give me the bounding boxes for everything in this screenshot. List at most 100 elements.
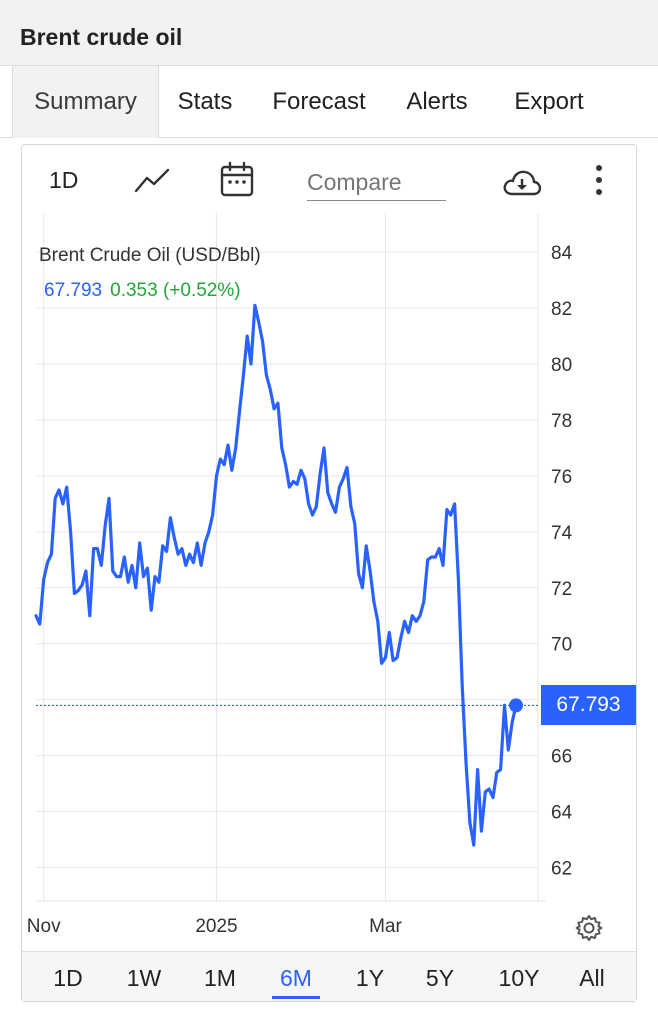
y-tick-label: 66 xyxy=(551,747,572,768)
data-point xyxy=(365,545,368,547)
data-point xyxy=(104,525,106,528)
data-point xyxy=(288,486,291,488)
data-point xyxy=(419,614,421,617)
data-point xyxy=(261,340,264,343)
range-5y[interactable]: 5Y xyxy=(425,965,455,991)
data-point xyxy=(188,553,191,556)
data-point xyxy=(396,656,398,659)
data-point xyxy=(323,447,325,449)
data-point xyxy=(434,556,437,558)
data-point xyxy=(315,505,318,508)
range-selector: 1D 1W 1M 6M 1Y 5Y 10Y All xyxy=(22,951,636,1001)
data-point xyxy=(150,609,152,611)
range-10y[interactable]: 10Y xyxy=(498,965,540,991)
tab-forecast[interactable]: Forecast xyxy=(272,88,366,115)
data-point xyxy=(54,497,56,500)
y-tick-label: 78 xyxy=(551,411,572,432)
data-point xyxy=(411,614,414,617)
data-point xyxy=(242,374,245,377)
y-tick-label: 74 xyxy=(551,523,573,544)
more-vertical-icon[interactable] xyxy=(592,163,606,197)
data-point xyxy=(92,547,95,550)
x-tick-label: Nov xyxy=(27,916,61,937)
data-point xyxy=(438,547,441,550)
price-chart[interactable]: 62 64 66 70 72 74 76 78 80 82 84 Nov 2025 Mar xyxy=(22,145,638,951)
data-point xyxy=(388,631,391,634)
data-point xyxy=(246,335,248,337)
range-all[interactable]: All xyxy=(579,965,605,991)
data-point xyxy=(62,503,64,505)
data-point xyxy=(46,561,49,564)
tab-stats[interactable]: Stats xyxy=(177,88,233,115)
range-1w[interactable]: 1W xyxy=(126,965,162,991)
data-point xyxy=(442,564,444,567)
data-point xyxy=(392,659,394,662)
y-axis-ticks: 62 64 66 70 72 74 76 78 80 82 84 xyxy=(551,243,573,879)
interval-button[interactable]: 1D xyxy=(49,167,79,193)
y-tick-label: 64 xyxy=(551,803,573,824)
compare-input[interactable] xyxy=(307,159,446,201)
data-point xyxy=(453,503,456,505)
data-point xyxy=(469,821,471,824)
data-point xyxy=(507,749,510,751)
data-point xyxy=(476,768,479,771)
cloud-download-icon[interactable] xyxy=(502,167,542,197)
tab-summary[interactable]: Summary xyxy=(12,66,159,138)
last-price-label: 67.793 xyxy=(541,685,636,726)
data-point xyxy=(208,531,210,533)
data-point xyxy=(446,508,448,511)
tab-export[interactable]: Export xyxy=(514,88,584,115)
data-point xyxy=(96,547,99,550)
y-tick-label: 84 xyxy=(551,243,573,264)
data-point xyxy=(277,402,279,404)
range-1d[interactable]: 1D xyxy=(53,965,83,991)
data-point xyxy=(357,572,360,575)
data-point xyxy=(77,589,80,592)
data-point xyxy=(119,575,122,578)
data-point xyxy=(280,447,283,449)
data-point xyxy=(311,514,314,516)
data-point xyxy=(135,586,137,589)
data-point xyxy=(415,620,417,623)
data-point xyxy=(511,721,513,723)
data-point xyxy=(173,536,176,539)
data-point xyxy=(353,522,356,525)
legend-change: 0.353 (+0.52%) xyxy=(110,280,241,301)
calendar-icon[interactable] xyxy=(220,161,254,197)
data-point xyxy=(211,514,214,516)
range-1m[interactable]: 1M xyxy=(204,965,236,991)
data-point xyxy=(250,363,252,365)
data-point xyxy=(108,497,110,500)
data-point xyxy=(273,407,275,410)
price-series-line xyxy=(34,303,518,847)
data-point xyxy=(73,592,76,595)
data-point xyxy=(307,503,310,505)
range-1y[interactable]: 1Y xyxy=(355,965,385,991)
data-point xyxy=(254,304,256,307)
data-point xyxy=(169,517,172,519)
data-point xyxy=(158,581,160,583)
y-tick-label: 70 xyxy=(551,635,572,656)
data-point xyxy=(484,791,487,793)
data-point xyxy=(361,586,364,589)
legend-price: 67.793 xyxy=(44,280,103,301)
x-axis-ticks: Nov 2025 Mar xyxy=(27,916,403,937)
data-point xyxy=(88,614,91,617)
data-point xyxy=(112,570,114,572)
data-point xyxy=(177,553,179,556)
data-point xyxy=(138,542,141,544)
line-chart-icon[interactable] xyxy=(134,165,170,195)
tab-alerts[interactable]: Alerts xyxy=(406,88,468,115)
data-point xyxy=(58,489,60,491)
y-tick-label: 62 xyxy=(551,858,572,879)
gear-icon[interactable] xyxy=(575,914,603,942)
legend-title: Brent Crude Oil (USD/Bbl) xyxy=(39,245,261,266)
data-point xyxy=(334,511,337,514)
data-point xyxy=(296,483,298,486)
data-point xyxy=(376,620,379,623)
data-point xyxy=(304,477,306,480)
range-6m[interactable]: 6M xyxy=(268,952,324,1002)
horizontal-gridlines xyxy=(36,251,538,868)
data-point xyxy=(165,550,168,553)
